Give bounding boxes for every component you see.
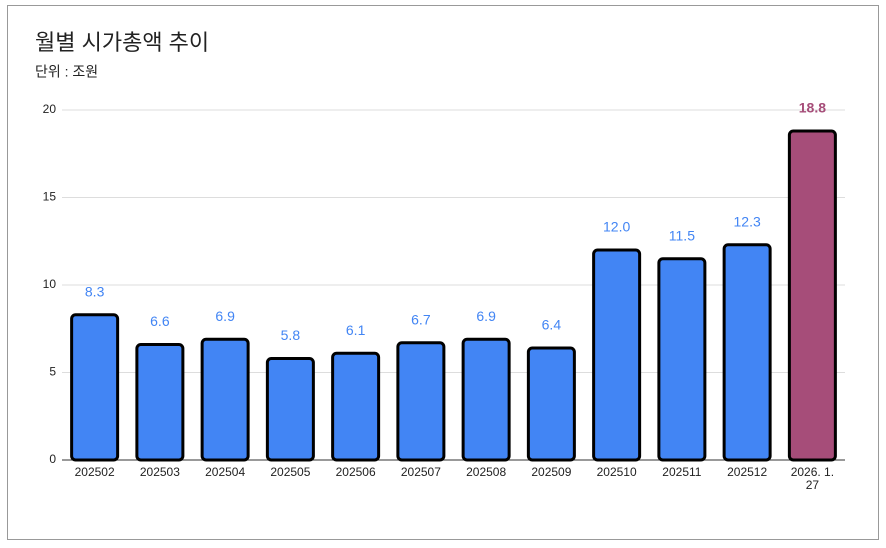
x-tick-label: 202506 <box>335 465 376 479</box>
bar <box>592 248 642 462</box>
x-tick-label: 202510 <box>596 465 637 479</box>
x-tick-label: 202512 <box>727 465 768 479</box>
data-label: 6.4 <box>542 317 562 333</box>
bar <box>200 337 250 462</box>
bar <box>526 346 576 462</box>
bar <box>135 343 185 462</box>
data-label: 8.3 <box>85 283 105 299</box>
x-tick-label: 202505 <box>270 465 311 479</box>
bar <box>265 357 315 462</box>
bar <box>657 257 707 462</box>
bar <box>396 341 446 462</box>
y-tick-label: 15 <box>43 190 57 204</box>
x-tick-label: 202511 <box>662 465 702 479</box>
data-label: 6.6 <box>150 313 170 329</box>
bar <box>461 337 511 462</box>
x-tick-label: 202504 <box>205 465 246 479</box>
x-tick-label: 202503 <box>139 465 180 479</box>
bar <box>722 243 772 462</box>
x-tick-label: 202502 <box>74 465 115 479</box>
data-label: 6.7 <box>411 311 431 327</box>
data-label: 6.9 <box>476 308 496 324</box>
y-tick-label: 20 <box>43 102 57 116</box>
bar <box>70 313 120 462</box>
x-tick-label: 202508 <box>466 465 507 479</box>
y-tick-label: 0 <box>49 452 56 466</box>
data-label: 11.5 <box>669 227 695 243</box>
data-label: 5.8 <box>281 327 301 343</box>
bar <box>331 351 381 462</box>
chart-subtitle: 단위 : 조원 <box>35 64 98 80</box>
data-label: 12.0 <box>603 219 630 235</box>
x-tick-label: 202509 <box>531 465 572 479</box>
y-tick-label: 5 <box>49 365 56 379</box>
chart-title: 월별 시가총액 추이 <box>35 30 209 55</box>
data-label: 18.8 <box>799 100 826 116</box>
x-tick-label: 202507 <box>400 465 441 479</box>
x-tick-label: 2026. 1. 27 <box>790 465 835 492</box>
y-tick-label: 10 <box>43 277 57 291</box>
data-label: 12.3 <box>734 213 761 229</box>
bar <box>787 129 837 462</box>
data-label: 6.1 <box>346 322 366 338</box>
data-label: 6.9 <box>215 308 235 324</box>
